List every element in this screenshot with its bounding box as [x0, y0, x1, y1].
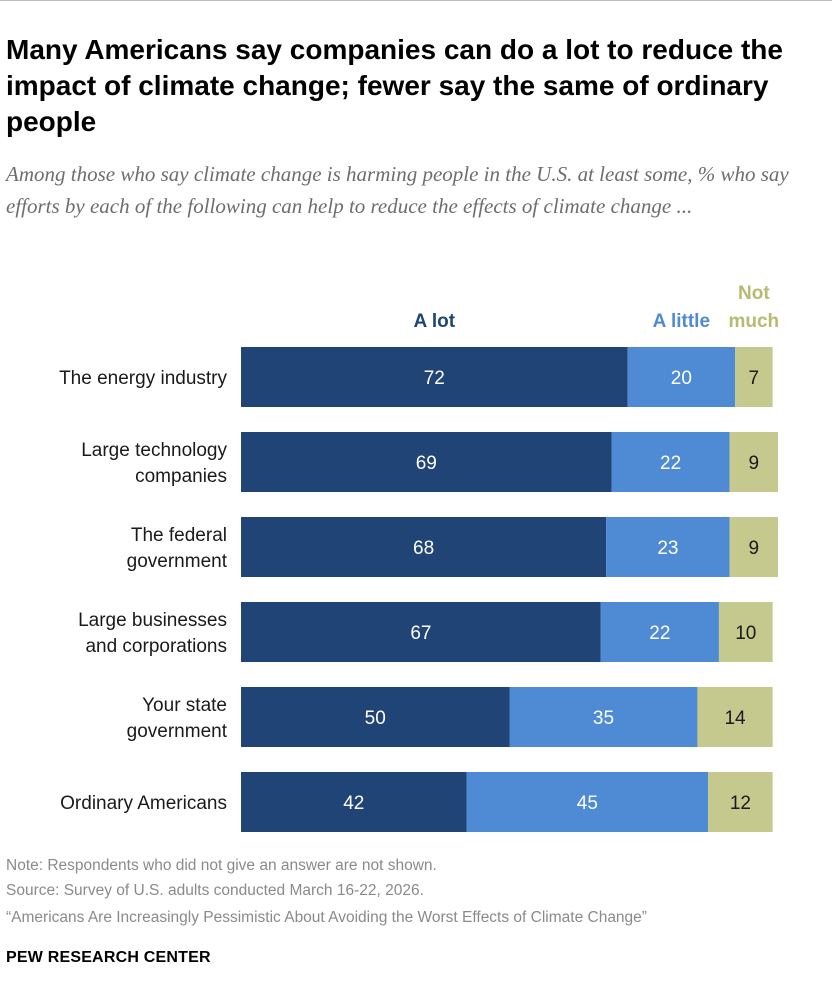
category-label: Large technology: [81, 440, 227, 461]
category-label: The federal: [131, 525, 227, 546]
bar-segment: [241, 517, 607, 577]
footer-note: Note: Respondents who did not give an an…: [6, 857, 437, 874]
bar-segment: [241, 772, 467, 832]
bar-segment: [627, 347, 736, 407]
bar-value-label: 22: [649, 623, 670, 644]
category-label: companies: [135, 466, 227, 487]
bar-value-label: 68: [413, 538, 434, 559]
category-label: Your state: [142, 695, 227, 716]
bar-segment: [241, 347, 628, 407]
category-label: The energy industry: [59, 368, 227, 389]
legend-label: A little: [653, 311, 710, 332]
bar-value-label: 42: [343, 793, 364, 814]
bar-segment: [241, 602, 601, 662]
bar-value-label: 45: [577, 793, 598, 814]
category-label: Large businesses: [78, 610, 227, 631]
legend-label: Not: [738, 283, 770, 304]
bar-segment: [729, 517, 778, 577]
category-label: government: [127, 721, 228, 742]
chart-title: Many Americans say companies can do a lo…: [6, 34, 783, 137]
bar-segment: [611, 432, 730, 492]
bar-segment: [718, 602, 773, 662]
legend-label: much: [728, 311, 779, 332]
bar-value-label: 72: [424, 368, 445, 389]
bar-segment: [241, 432, 612, 492]
bar-segment: [466, 772, 709, 832]
bar-value-label: 23: [657, 538, 678, 559]
category-label: and corporations: [85, 636, 227, 657]
bar-value-label: 35: [593, 708, 614, 729]
bar-value-label: 10: [735, 623, 756, 644]
bar-value-label: 69: [416, 453, 437, 474]
bar-segment: [241, 687, 510, 747]
chart-subtitle: Among those who say climate change is ha…: [6, 162, 789, 218]
category-label: government: [127, 551, 228, 572]
brand-logo-text: PEW RESEARCH CENTER: [6, 949, 211, 966]
bar-value-label: 20: [671, 368, 692, 389]
bar-value-label: 22: [660, 453, 681, 474]
bar-value-label: 14: [724, 708, 746, 729]
footer-source: Source: Survey of U.S. adults conducted …: [6, 882, 424, 899]
bar-value-label: 9: [749, 538, 760, 559]
bar-segment: [697, 687, 773, 747]
legend-label: A lot: [414, 311, 456, 332]
top-rule: [0, 0, 832, 1]
bar-segment: [509, 687, 698, 747]
bar-segment: [729, 432, 778, 492]
bar-value-label: 9: [749, 453, 760, 474]
bar-segment: [708, 772, 773, 832]
bar-value-label: 50: [365, 708, 386, 729]
category-label: Ordinary Americans: [60, 793, 227, 814]
footer-report: “Americans Are Increasingly Pessimistic …: [6, 909, 647, 926]
bar-segment: [600, 602, 719, 662]
bar-value-label: 67: [410, 623, 431, 644]
bar-value-label: 7: [749, 368, 760, 389]
bar-segment: [735, 347, 773, 407]
bar-segment: [606, 517, 730, 577]
bar-value-label: 12: [730, 793, 751, 814]
stacked-bar-chart: The energy industry 72 20 7 Large technology…: [59, 283, 779, 832]
